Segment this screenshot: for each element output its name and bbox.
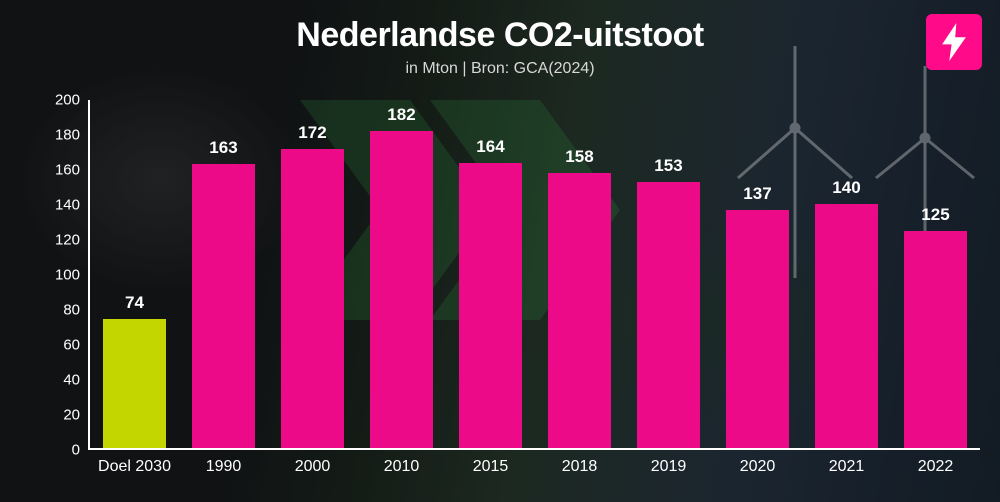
x-tick-label: 2015 [446,450,535,482]
bar-value-label: 140 [832,178,860,198]
bar-value-label: 74 [125,293,144,313]
x-tick-label: 2021 [802,450,891,482]
chart-canvas: Nederlandse CO2-uitstoot in Mton | Bron:… [0,0,1000,502]
bar-value-label: 163 [209,138,237,158]
y-tick-label: 160 [55,162,80,179]
bar-slot: 125 [891,100,980,448]
x-tick-label: 2018 [535,450,624,482]
bar: 125 [904,231,966,449]
y-tick-label: 200 [55,92,80,109]
bar-slot: 158 [535,100,624,448]
bar-slot: 74 [90,100,179,448]
bar: 163 [192,164,254,448]
bar-value-label: 158 [565,147,593,167]
bar-slot: 164 [446,100,535,448]
bar: 153 [637,182,699,448]
y-tick-label: 20 [63,407,80,424]
bars-container: 74 163 172 182 164 158 153 137 140 125 [90,100,980,448]
y-tick-label: 0 [72,442,80,459]
x-tick-label: 2019 [624,450,713,482]
y-tick-label: 120 [55,232,80,249]
x-tick-label: 2020 [713,450,802,482]
bar-value-label: 137 [743,184,771,204]
bar: 137 [726,210,788,448]
bar: 164 [459,163,521,448]
bar-value-label: 125 [921,205,949,225]
bar: 140 [815,204,877,448]
bar-value-label: 172 [298,123,326,143]
bar-slot: 153 [624,100,713,448]
x-axis-labels: Doel 20301990200020102015201820192020202… [90,450,980,482]
bar: 158 [548,173,610,448]
chart-area: 020406080100120140160180200 741631721821… [40,100,980,482]
bar: 172 [281,149,343,448]
bar: 182 [370,131,432,448]
bar: 74 [103,319,165,448]
bar-slot: 172 [268,100,357,448]
plot-area: 74 163 172 182 164 158 153 137 140 125 [88,100,980,450]
bar-slot: 137 [713,100,802,448]
bar-value-label: 164 [476,137,504,157]
y-tick-label: 100 [55,267,80,284]
chart-subtitle: in Mton | Bron: GCA(2024) [0,60,1000,78]
y-tick-label: 140 [55,197,80,214]
y-axis: 020406080100120140160180200 [40,100,88,450]
bar-value-label: 182 [387,105,415,125]
y-tick-label: 60 [63,337,80,354]
bar-slot: 182 [357,100,446,448]
x-tick-label: 2000 [268,450,357,482]
bar-slot: 140 [802,100,891,448]
y-tick-label: 80 [63,302,80,319]
x-tick-label: 2022 [891,450,980,482]
bar-value-label: 153 [654,156,682,176]
y-tick-label: 180 [55,127,80,144]
x-tick-label: 1990 [179,450,268,482]
x-tick-label: Doel 2030 [90,450,179,482]
chart-title: Nederlandse CO2-uitstoot [0,16,1000,55]
y-tick-label: 40 [63,372,80,389]
x-tick-label: 2010 [357,450,446,482]
bar-slot: 163 [179,100,268,448]
